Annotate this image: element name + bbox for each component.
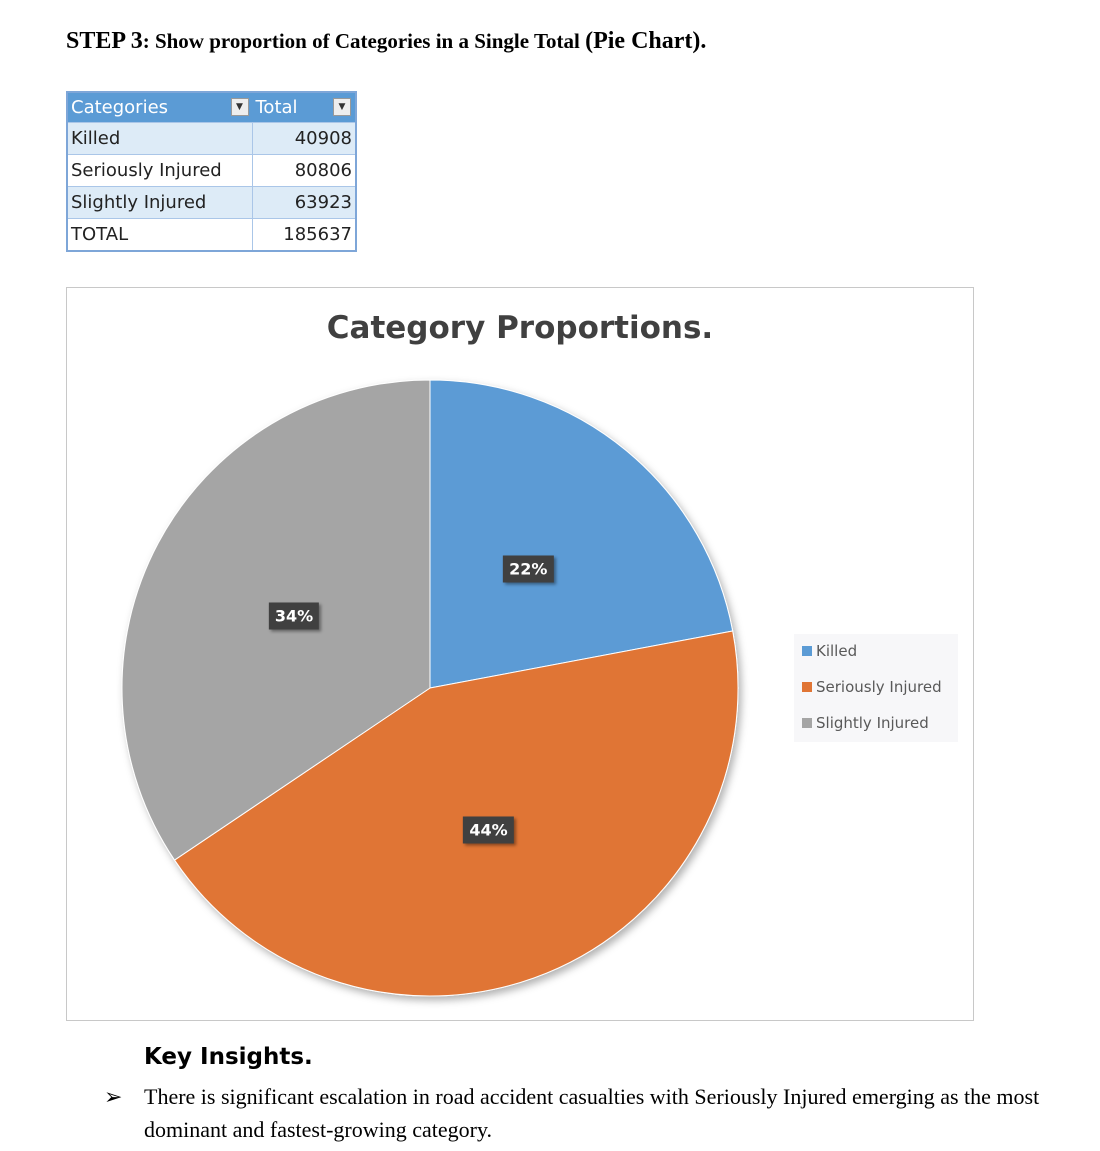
arrow-bullet-icon: ➢ (104, 1084, 123, 1109)
pie-chart[interactable]: Category Proportions. 22% 44% 34% Killed S… (66, 287, 974, 1021)
insights-title: Key Insights. (144, 1044, 313, 1070)
legend-swatch (802, 718, 812, 728)
header-label: Total (255, 97, 298, 118)
header-total[interactable]: Total ▼ (252, 92, 356, 123)
pie-slice-killed[interactable] (429, 379, 734, 689)
legend-label: Seriously Injured (816, 678, 942, 696)
cell-category: Slightly Injured (66, 186, 253, 219)
filter-dropdown-icon[interactable]: ▼ (333, 98, 351, 116)
cell-total: 40908 (252, 122, 357, 155)
data-label: 44% (463, 816, 514, 844)
cell-category: Seriously Injured (66, 154, 253, 187)
legend-item-seriously-injured: Seriously Injured (802, 678, 942, 696)
legend-label: Slightly Injured (816, 714, 929, 732)
cell-total: 185637 (252, 218, 357, 252)
cell-total: 80806 (252, 154, 357, 187)
step-paren: (Pie Chart). (585, 28, 707, 54)
table-header: Categories ▼ Total ▼ (67, 92, 356, 123)
legend-item-slightly-injured: Slightly Injured (802, 714, 929, 732)
table-row: Slightly Injured 63923 (66, 186, 357, 219)
cell-category: Killed (66, 122, 253, 155)
table-row: TOTAL 185637 (66, 218, 357, 252)
filter-dropdown-icon[interactable]: ▼ (230, 98, 249, 116)
header-label: Categories (71, 97, 169, 118)
table-row: Seriously Injured 80806 (66, 154, 357, 187)
header-categories[interactable]: Categories ▼ (67, 92, 253, 123)
insight-text: There is significant escalation in road … (144, 1084, 1040, 1142)
step-heading: STEP 3: Show proportion of Categories in… (66, 28, 706, 55)
cell-total: 63923 (252, 186, 357, 219)
cell-category: TOTAL (66, 218, 253, 252)
legend-label: Killed (816, 642, 858, 660)
chart-title: Category Proportions. (326, 310, 714, 346)
legend-swatch (802, 682, 812, 692)
pie-slice-seriously-injured[interactable] (173, 630, 739, 997)
data-label: 34% (268, 602, 320, 630)
legend-item-killed: Killed (802, 642, 857, 660)
legend-swatch (802, 646, 812, 656)
table-row: Killed 40908 (66, 122, 357, 155)
insight-item: ➢ There is significant escalation in roa… (104, 1080, 1094, 1146)
chart-legend: Killed Seriously Injured Slightly Injure… (794, 634, 958, 742)
step-text: : Show proportion of Categories in a Sin… (142, 29, 586, 53)
data-label: 22% (503, 555, 554, 583)
step-number: STEP 3 (66, 28, 143, 54)
categories-table: Categories ▼ Total ▼ Killed 40908 Seriously… (66, 91, 357, 252)
